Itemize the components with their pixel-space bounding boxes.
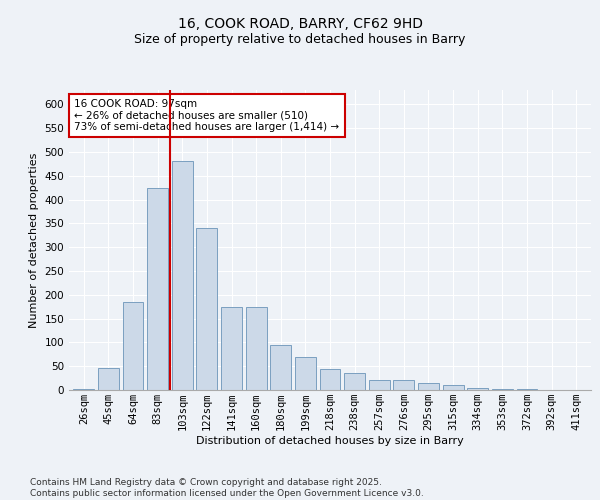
Bar — [122, 302, 143, 390]
Bar — [418, 383, 439, 390]
X-axis label: Distribution of detached houses by size in Barry: Distribution of detached houses by size … — [196, 436, 464, 446]
Text: Contains HM Land Registry data © Crown copyright and database right 2025.
Contai: Contains HM Land Registry data © Crown c… — [30, 478, 424, 498]
Bar — [320, 368, 340, 390]
Bar — [344, 374, 365, 390]
Y-axis label: Number of detached properties: Number of detached properties — [29, 152, 39, 328]
Bar — [443, 385, 464, 390]
Bar — [73, 389, 94, 390]
Text: Size of property relative to detached houses in Barry: Size of property relative to detached ho… — [134, 32, 466, 46]
Bar — [295, 356, 316, 390]
Bar — [492, 388, 513, 390]
Bar — [221, 306, 242, 390]
Bar — [517, 389, 538, 390]
Bar — [467, 388, 488, 390]
Bar — [196, 228, 217, 390]
Bar — [172, 162, 193, 390]
Bar — [98, 368, 119, 390]
Bar — [270, 345, 291, 390]
Text: 16 COOK ROAD: 97sqm
← 26% of detached houses are smaller (510)
73% of semi-detac: 16 COOK ROAD: 97sqm ← 26% of detached ho… — [74, 99, 340, 132]
Bar — [147, 188, 168, 390]
Bar — [245, 306, 266, 390]
Text: 16, COOK ROAD, BARRY, CF62 9HD: 16, COOK ROAD, BARRY, CF62 9HD — [178, 18, 422, 32]
Bar — [394, 380, 415, 390]
Bar — [369, 380, 390, 390]
